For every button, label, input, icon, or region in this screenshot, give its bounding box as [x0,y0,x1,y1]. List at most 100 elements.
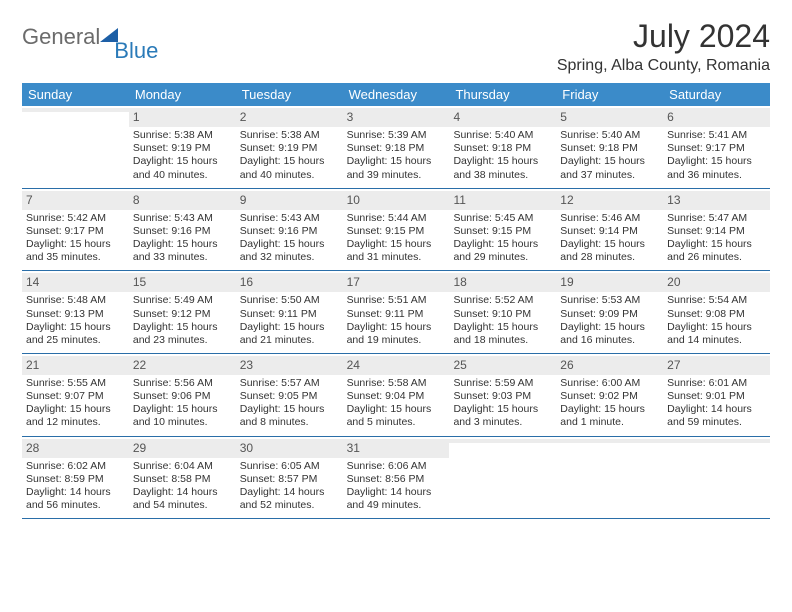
calendar-day: 14Sunrise: 5:48 AMSunset: 9:13 PMDayligh… [22,271,129,353]
calendar-day: 12Sunrise: 5:46 AMSunset: 9:14 PMDayligh… [556,189,663,271]
calendar-day: 2Sunrise: 5:38 AMSunset: 9:19 PMDaylight… [236,106,343,188]
daylight-text-line2: and 40 minutes. [133,169,232,182]
day-number: 13 [667,193,680,207]
calendar-day: 29Sunrise: 6:04 AMSunset: 8:58 PMDayligh… [129,437,236,519]
daylight-text-line1: Daylight: 15 hours [133,238,232,251]
calendar-day: 15Sunrise: 5:49 AMSunset: 9:12 PMDayligh… [129,271,236,353]
daylight-text-line1: Daylight: 15 hours [453,238,552,251]
calendar-day-empty [663,437,770,519]
calendar-day: 19Sunrise: 5:53 AMSunset: 9:09 PMDayligh… [556,271,663,353]
calendar-day: 5Sunrise: 5:40 AMSunset: 9:18 PMDaylight… [556,106,663,188]
sunset-text: Sunset: 9:07 PM [26,390,125,403]
weekday-header: Thursday [449,83,556,106]
sunset-text: Sunset: 9:17 PM [667,142,766,155]
day-number-bar: 4 [449,108,556,127]
sunrise-text: Sunrise: 5:43 AM [240,212,339,225]
day-number-bar: 16 [236,273,343,292]
sunrise-text: Sunrise: 5:53 AM [560,294,659,307]
sunrise-text: Sunrise: 5:51 AM [347,294,446,307]
sunrise-text: Sunrise: 6:06 AM [347,460,446,473]
day-number: 8 [133,193,140,207]
sunset-text: Sunset: 9:01 PM [667,390,766,403]
calendar-day: 6Sunrise: 5:41 AMSunset: 9:17 PMDaylight… [663,106,770,188]
sunset-text: Sunset: 9:06 PM [133,390,232,403]
day-number-bar: 23 [236,356,343,375]
day-number-bar: 10 [343,191,450,210]
day-number: 21 [26,358,39,372]
title-block: July 2024 Spring, Alba County, Romania [557,18,770,75]
sunset-text: Sunset: 9:04 PM [347,390,446,403]
daylight-text-line1: Daylight: 14 hours [133,486,232,499]
daylight-text-line1: Daylight: 15 hours [240,321,339,334]
daylight-text-line2: and 25 minutes. [26,334,125,347]
day-number: 29 [133,441,146,455]
sunrise-text: Sunrise: 5:40 AM [560,129,659,142]
location-subtitle: Spring, Alba County, Romania [557,57,770,75]
daylight-text-line1: Daylight: 15 hours [240,238,339,251]
sunset-text: Sunset: 9:18 PM [453,142,552,155]
daylight-text-line2: and 31 minutes. [347,251,446,264]
day-number-bar [556,439,663,443]
sunrise-text: Sunrise: 5:46 AM [560,212,659,225]
calendar-day: 17Sunrise: 5:51 AMSunset: 9:11 PMDayligh… [343,271,450,353]
day-number-bar: 11 [449,191,556,210]
day-number: 24 [347,358,360,372]
calendar-week-row: 1Sunrise: 5:38 AMSunset: 9:19 PMDaylight… [22,106,770,189]
daylight-text-line1: Daylight: 14 hours [667,403,766,416]
daylight-text-line1: Daylight: 15 hours [240,403,339,416]
daylight-text-line1: Daylight: 15 hours [26,321,125,334]
sunset-text: Sunset: 9:10 PM [453,308,552,321]
sunset-text: Sunset: 9:05 PM [240,390,339,403]
sunset-text: Sunset: 9:16 PM [133,225,232,238]
day-number-bar [663,439,770,443]
calendar-day-empty [449,437,556,519]
calendar-day: 4Sunrise: 5:40 AMSunset: 9:18 PMDaylight… [449,106,556,188]
daylight-text-line2: and 19 minutes. [347,334,446,347]
sunrise-text: Sunrise: 5:45 AM [453,212,552,225]
sunrise-text: Sunrise: 5:50 AM [240,294,339,307]
daylight-text-line1: Daylight: 15 hours [347,403,446,416]
day-number-bar: 9 [236,191,343,210]
day-number-bar: 26 [556,356,663,375]
weekday-header: Sunday [22,83,129,106]
daylight-text-line1: Daylight: 15 hours [667,321,766,334]
daylight-text-line2: and 8 minutes. [240,416,339,429]
day-number: 25 [453,358,466,372]
daylight-text-line2: and 38 minutes. [453,169,552,182]
daylight-text-line1: Daylight: 15 hours [347,155,446,168]
brand-text-general: General [22,24,100,50]
daylight-text-line2: and 16 minutes. [560,334,659,347]
sunrise-text: Sunrise: 5:48 AM [26,294,125,307]
daylight-text-line2: and 28 minutes. [560,251,659,264]
daylight-text-line2: and 37 minutes. [560,169,659,182]
day-number: 7 [26,193,33,207]
sunset-text: Sunset: 9:02 PM [560,390,659,403]
calendar-day-empty [556,437,663,519]
sunset-text: Sunset: 9:09 PM [560,308,659,321]
day-number-bar: 13 [663,191,770,210]
calendar-grid: SundayMondayTuesdayWednesdayThursdayFrid… [22,83,770,519]
daylight-text-line2: and 36 minutes. [667,169,766,182]
day-number-bar: 3 [343,108,450,127]
brand-logo: General Blue [22,18,164,50]
daylight-text-line2: and 10 minutes. [133,416,232,429]
calendar-day: 21Sunrise: 5:55 AMSunset: 9:07 PMDayligh… [22,354,129,436]
weekday-header: Saturday [663,83,770,106]
sunrise-text: Sunrise: 5:47 AM [667,212,766,225]
daylight-text-line2: and 23 minutes. [133,334,232,347]
sunrise-text: Sunrise: 5:49 AM [133,294,232,307]
calendar-day: 31Sunrise: 6:06 AMSunset: 8:56 PMDayligh… [343,437,450,519]
calendar-day: 22Sunrise: 5:56 AMSunset: 9:06 PMDayligh… [129,354,236,436]
day-number: 2 [240,110,247,124]
calendar-week-row: 28Sunrise: 6:02 AMSunset: 8:59 PMDayligh… [22,437,770,520]
day-number: 18 [453,275,466,289]
daylight-text-line2: and 12 minutes. [26,416,125,429]
daylight-text-line1: Daylight: 15 hours [26,238,125,251]
daylight-text-line1: Daylight: 14 hours [240,486,339,499]
brand-text-blue: Blue [114,38,158,64]
daylight-text-line2: and 59 minutes. [667,416,766,429]
day-number-bar: 20 [663,273,770,292]
daylight-text-line1: Daylight: 14 hours [26,486,125,499]
day-number: 27 [667,358,680,372]
weekday-header: Tuesday [236,83,343,106]
